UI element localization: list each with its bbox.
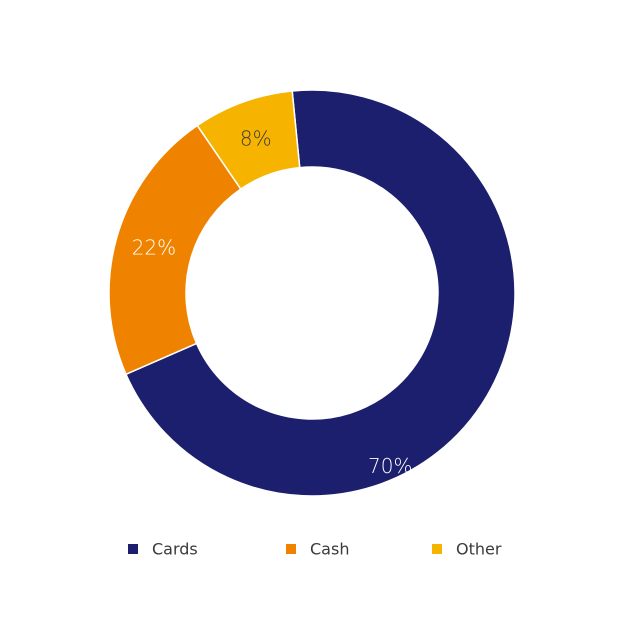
legend-swatch-other <box>432 544 442 554</box>
slice-label-cards: 70% <box>368 454 412 478</box>
slice-labels: 70% 22% 8% <box>132 126 413 478</box>
legend-swatch-cash <box>286 544 296 554</box>
donut-slices <box>108 89 516 497</box>
slice-label-other: 8% <box>240 126 272 150</box>
slice-other <box>196 90 301 191</box>
legend-swatch-cards <box>128 544 138 554</box>
legend-label-cash: Cash <box>310 540 349 559</box>
legend-label-cards: Cards <box>152 540 198 559</box>
slice-label-cash: 22% <box>132 236 176 260</box>
slice-cards <box>124 89 516 497</box>
slice-cash <box>108 124 242 376</box>
legend-label-other: Other <box>456 540 502 559</box>
legend: Cards Cash Other <box>128 540 502 559</box>
